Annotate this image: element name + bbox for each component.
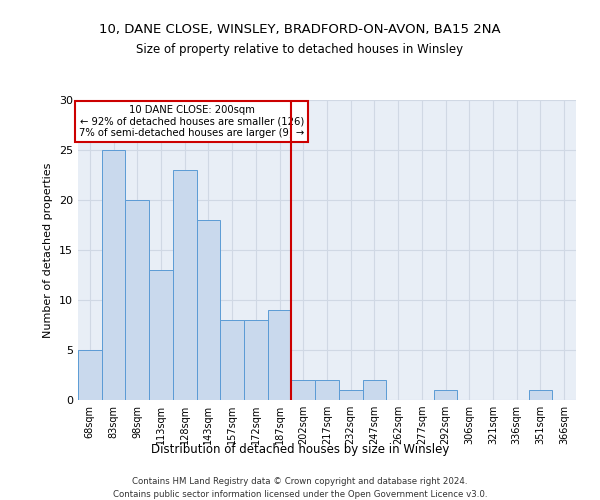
Bar bbox=[173, 170, 197, 400]
Bar bbox=[102, 150, 125, 400]
Y-axis label: Number of detached properties: Number of detached properties bbox=[43, 162, 53, 338]
Text: Size of property relative to detached houses in Winsley: Size of property relative to detached ho… bbox=[136, 42, 464, 56]
Bar bbox=[434, 390, 457, 400]
Bar bbox=[292, 380, 315, 400]
Text: 10 DANE CLOSE: 200sqm
← 92% of detached houses are smaller (126)
7% of semi-deta: 10 DANE CLOSE: 200sqm ← 92% of detached … bbox=[79, 105, 304, 138]
Bar bbox=[362, 380, 386, 400]
Bar bbox=[339, 390, 362, 400]
Bar bbox=[197, 220, 220, 400]
Text: Contains public sector information licensed under the Open Government Licence v3: Contains public sector information licen… bbox=[113, 490, 487, 499]
Text: Distribution of detached houses by size in Winsley: Distribution of detached houses by size … bbox=[151, 442, 449, 456]
Bar bbox=[78, 350, 102, 400]
Bar bbox=[315, 380, 339, 400]
Bar bbox=[529, 390, 552, 400]
Text: 10, DANE CLOSE, WINSLEY, BRADFORD-ON-AVON, BA15 2NA: 10, DANE CLOSE, WINSLEY, BRADFORD-ON-AVO… bbox=[99, 22, 501, 36]
Bar bbox=[220, 320, 244, 400]
Bar bbox=[268, 310, 292, 400]
Text: Contains HM Land Registry data © Crown copyright and database right 2024.: Contains HM Land Registry data © Crown c… bbox=[132, 478, 468, 486]
Bar bbox=[125, 200, 149, 400]
Bar bbox=[149, 270, 173, 400]
Bar bbox=[244, 320, 268, 400]
